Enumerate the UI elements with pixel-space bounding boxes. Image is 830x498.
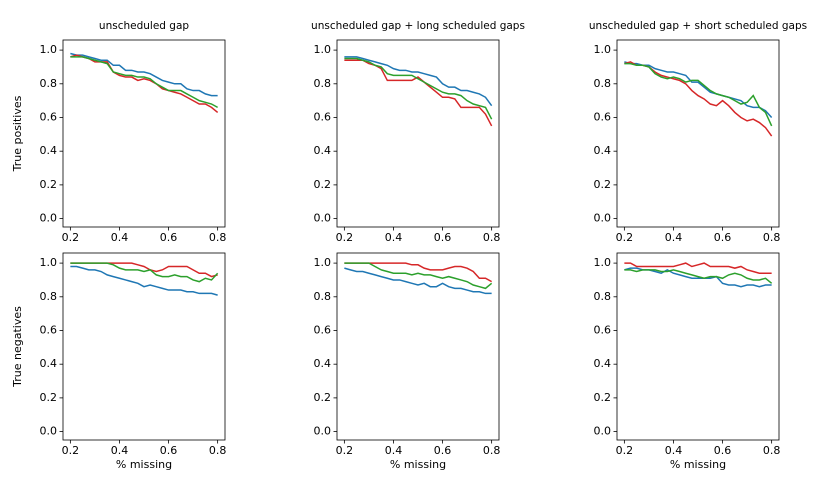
series-line — [344, 59, 493, 127]
subplot-title: unscheduled gap + short scheduled gaps — [589, 20, 807, 32]
x-tick-label: 0.4 — [111, 444, 129, 457]
y-tick-label: 1.0 — [594, 256, 612, 269]
y-tick-label: 0.4 — [314, 357, 332, 370]
y-tick-label: 0.4 — [40, 357, 58, 370]
y-tick-label: 0.2 — [40, 178, 58, 191]
y-tick-label: 1.0 — [314, 43, 332, 56]
series-line — [70, 265, 218, 296]
y-tick-label: 0.6 — [594, 110, 612, 123]
x-tick-label: 0.6 — [714, 444, 732, 457]
x-tick-label: 0.2 — [616, 231, 634, 244]
y-axis-label: True negatives — [11, 306, 24, 388]
y-tick-label: 0.0 — [314, 425, 332, 438]
series-line — [344, 56, 493, 107]
series-line — [70, 54, 219, 114]
x-axis-label: % missing — [116, 458, 172, 471]
series-line — [70, 56, 219, 109]
x-tick-label: 0.4 — [385, 444, 403, 457]
x-tick-label: 0.8 — [209, 444, 227, 457]
x-tick-label: 0.8 — [483, 444, 501, 457]
x-tick-label: 0.2 — [62, 231, 80, 244]
y-tick-label: 0.6 — [40, 323, 58, 336]
y-tick-label: 0.2 — [594, 391, 612, 404]
axes-frame — [616, 39, 780, 228]
y-tick-label: 0.4 — [314, 144, 332, 157]
series-line — [70, 52, 218, 97]
x-tick-label: 0.2 — [336, 444, 354, 457]
y-tick-label: 1.0 — [314, 256, 332, 269]
x-tick-label: 0.6 — [434, 444, 452, 457]
series-line — [624, 61, 773, 119]
x-tick-label: 0.4 — [665, 231, 683, 244]
series-line — [344, 57, 493, 120]
y-tick-label: 0.6 — [314, 110, 332, 123]
x-tick-label: 0.6 — [714, 231, 732, 244]
series-line — [70, 262, 219, 283]
y-tick-label: 0.0 — [40, 212, 58, 225]
x-tick-label: 0.2 — [616, 444, 634, 457]
y-tick-label: 0.8 — [594, 290, 612, 303]
y-tick-label: 0.0 — [314, 212, 332, 225]
x-tick-label: 0.2 — [336, 231, 354, 244]
y-tick-label: 0.2 — [594, 178, 612, 191]
series-line — [624, 269, 773, 284]
x-tick-label: 0.4 — [385, 231, 403, 244]
series-line — [624, 62, 773, 127]
axes-frame — [336, 252, 500, 441]
x-tick-label: 0.6 — [160, 231, 178, 244]
y-tick-label: 0.0 — [594, 425, 612, 438]
y-axis-label: True positives — [11, 95, 24, 172]
y-tick-label: 0.2 — [314, 178, 332, 191]
x-tick-label: 0.8 — [763, 444, 781, 457]
y-tick-label: 1.0 — [40, 256, 58, 269]
y-tick-label: 1.0 — [40, 43, 58, 56]
subplot-title: unscheduled gap + long scheduled gaps — [311, 20, 525, 32]
y-tick-label: 0.8 — [40, 77, 58, 90]
x-tick-label: 0.8 — [483, 231, 501, 244]
y-tick-label: 0.6 — [40, 110, 58, 123]
axes-frame — [616, 252, 780, 441]
subplot-title: unscheduled gap — [99, 20, 189, 32]
y-tick-label: 0.4 — [594, 357, 612, 370]
y-tick-label: 0.6 — [314, 323, 332, 336]
x-tick-label: 0.8 — [763, 231, 781, 244]
y-tick-label: 1.0 — [594, 43, 612, 56]
y-tick-label: 0.6 — [594, 323, 612, 336]
x-tick-label: 0.4 — [665, 444, 683, 457]
series-line — [624, 262, 772, 274]
x-tick-label: 0.6 — [160, 444, 178, 457]
y-tick-label: 0.4 — [40, 144, 58, 157]
y-tick-label: 0.2 — [314, 391, 332, 404]
x-axis-label: % missing — [670, 458, 726, 471]
axes-frame — [336, 39, 500, 228]
series-line — [344, 262, 493, 290]
y-tick-label: 0.8 — [314, 290, 332, 303]
x-tick-label: 0.2 — [62, 444, 80, 457]
y-tick-label: 0.8 — [594, 77, 612, 90]
y-tick-label: 0.2 — [40, 391, 58, 404]
y-tick-label: 0.0 — [40, 425, 58, 438]
x-tick-label: 0.8 — [209, 231, 227, 244]
y-tick-label: 0.8 — [314, 77, 332, 90]
y-tick-label: 0.4 — [594, 144, 612, 157]
y-tick-label: 0.8 — [40, 290, 58, 303]
axes-frame — [62, 39, 226, 228]
x-tick-label: 0.4 — [111, 231, 129, 244]
y-tick-label: 0.0 — [594, 212, 612, 225]
x-axis-label: % missing — [390, 458, 446, 471]
axes-frame — [62, 252, 226, 441]
x-tick-label: 0.6 — [434, 231, 452, 244]
series-line — [344, 267, 492, 295]
